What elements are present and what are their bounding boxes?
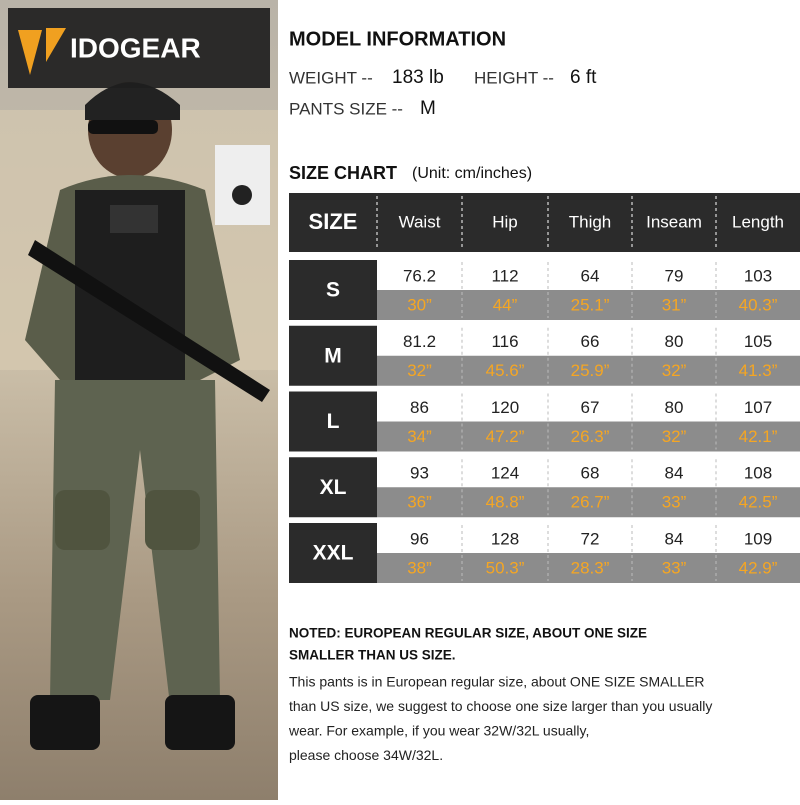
in-cell: 47.2” <box>486 427 525 446</box>
in-cell: 34” <box>407 427 432 446</box>
model-title: MODEL INFORMATION <box>289 28 506 50</box>
cm-cell: 68 <box>581 464 600 483</box>
cm-cell: 84 <box>665 529 684 548</box>
cm-cell: 64 <box>581 266 600 285</box>
cm-cell: 116 <box>491 332 518 351</box>
header-cell: Waist <box>399 212 441 231</box>
model-photo: IDOGEAR <box>0 0 278 800</box>
cm-cell: 81.2 <box>403 332 436 351</box>
in-cell: 45.6” <box>486 361 525 380</box>
in-cell: 30” <box>407 295 432 314</box>
note-line: please choose 34W/32L. <box>289 747 443 763</box>
cm-cell: 96 <box>410 529 429 548</box>
note-line: wear. For example, if you wear 32W/32L u… <box>288 723 589 739</box>
size-cell <box>289 457 377 518</box>
cm-cell: 103 <box>744 266 772 285</box>
brand-logo: IDOGEAR <box>70 32 201 63</box>
in-cell: 28.3” <box>571 558 610 577</box>
value: 183 lb <box>392 67 444 88</box>
in-cell: 50.3” <box>486 558 525 577</box>
cm-cell: 128 <box>491 529 519 548</box>
cm-cell: 72 <box>581 529 600 548</box>
header-cell: Length <box>732 212 784 231</box>
in-cell: 42.5” <box>739 493 778 512</box>
in-cell: 32” <box>407 361 432 380</box>
note-line: than US size, we suggest to choose one s… <box>289 698 712 714</box>
in-cell: 25.9” <box>571 361 610 380</box>
in-row <box>377 355 800 386</box>
cm-cell: 124 <box>491 464 519 483</box>
header-cell: SIZE <box>309 209 358 234</box>
cm-cell: 109 <box>744 529 772 548</box>
in-cell: 33” <box>662 493 687 512</box>
in-cell: 41.3” <box>739 361 778 380</box>
cm-cell: 76.2 <box>403 266 436 285</box>
in-row <box>377 487 800 518</box>
cm-cell: 80 <box>665 332 684 351</box>
in-cell: 42.9” <box>739 558 778 577</box>
chart-title: SIZE CHART <box>289 163 397 183</box>
cm-cell: 108 <box>744 464 772 483</box>
cm-cell: 66 <box>581 332 600 351</box>
size-label: M <box>324 344 342 367</box>
in-cell: 26.3” <box>571 427 610 446</box>
cm-cell: 79 <box>665 266 684 285</box>
in-cell: 40.3” <box>739 295 778 314</box>
cm-cell: 105 <box>744 332 772 351</box>
label: PANTS SIZE -- <box>289 99 403 118</box>
in-cell: 44” <box>493 295 518 314</box>
size-cell <box>289 260 377 320</box>
cm-cell: 112 <box>491 266 518 285</box>
label: HEIGHT -- <box>474 68 554 87</box>
cm-row <box>377 260 800 290</box>
in-cell: 26.7” <box>571 493 610 512</box>
cm-cell: 84 <box>665 464 684 483</box>
value: 6 ft <box>570 67 597 88</box>
size-label: S <box>326 279 340 302</box>
in-row <box>377 421 800 452</box>
cm-cell: 80 <box>665 398 684 417</box>
in-cell: 38” <box>407 558 432 577</box>
header-row <box>289 193 800 252</box>
size-cell <box>289 523 377 583</box>
cm-row <box>377 523 800 553</box>
header-cell: Inseam <box>646 212 702 231</box>
in-row <box>377 290 800 320</box>
cm-row <box>377 457 800 488</box>
size-cell <box>289 325 377 386</box>
in-cell: 33” <box>662 558 687 577</box>
chart-unit: (Unit: cm/inches) <box>412 165 532 182</box>
size-label: XL <box>320 476 347 499</box>
cm-cell: 93 <box>410 464 429 483</box>
cm-cell: 86 <box>410 398 429 417</box>
cm-row <box>377 325 800 356</box>
header-cell: Hip <box>492 212 518 231</box>
in-cell: 36” <box>407 493 432 512</box>
in-cell: 32” <box>662 427 687 446</box>
note-line: This pants is in European regular size, … <box>289 674 705 690</box>
cm-cell: 107 <box>744 398 772 417</box>
note-title: SMALLER THAN US SIZE. <box>289 648 456 663</box>
in-cell: 42.1” <box>739 427 778 446</box>
size-label: L <box>327 410 340 433</box>
in-cell: 31” <box>662 295 687 314</box>
value: M <box>420 98 436 119</box>
note-title: NOTED: EUROPEAN REGULAR SIZE, ABOUT ONE … <box>289 626 647 641</box>
label: WEIGHT -- <box>289 68 373 87</box>
cm-cell: 67 <box>581 398 600 417</box>
size-cell <box>289 391 377 452</box>
in-row <box>377 553 800 583</box>
in-cell: 32” <box>662 361 687 380</box>
in-cell: 48.8” <box>486 493 525 512</box>
in-cell: 25.1” <box>571 295 610 314</box>
size-label: XXL <box>313 542 354 565</box>
header-cell: Thigh <box>569 212 612 231</box>
cm-cell: 120 <box>491 398 519 417</box>
cm-row <box>377 391 800 422</box>
